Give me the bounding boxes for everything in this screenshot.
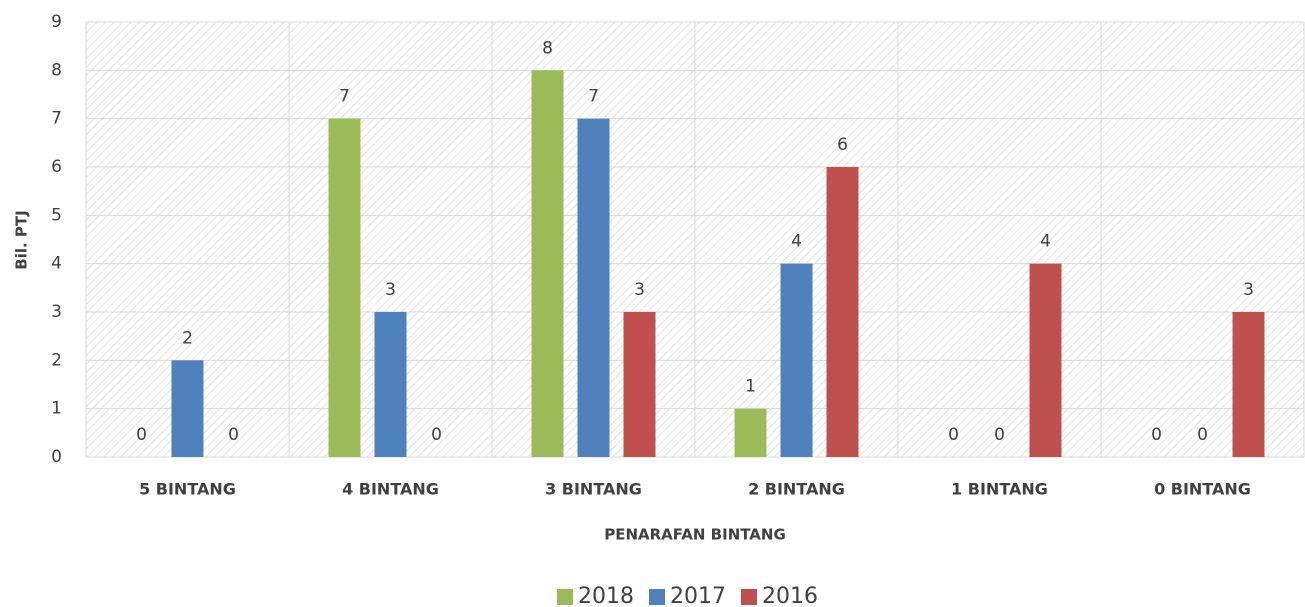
bar	[577, 118, 610, 458]
bar	[826, 167, 859, 457]
y-axis-title: Bil. PTJ	[13, 210, 31, 269]
data-label: 4	[791, 232, 802, 252]
data-label: 0	[1197, 425, 1208, 445]
y-tick-label: 3	[51, 302, 62, 322]
x-tick-label: 1 BINTANG	[951, 480, 1048, 499]
y-tick-label: 4	[51, 254, 62, 274]
bar	[1029, 263, 1062, 457]
data-label: 0	[228, 425, 239, 445]
data-label: 2	[182, 328, 193, 348]
bar	[531, 70, 564, 457]
bar	[171, 360, 204, 457]
legend-label: 2018	[578, 584, 634, 607]
data-label: 0	[1151, 425, 1162, 445]
data-label: 0	[136, 425, 147, 445]
y-tick-label: 7	[51, 109, 62, 129]
data-label: 8	[542, 38, 553, 58]
legend-swatch	[741, 589, 757, 605]
legend-swatch	[649, 589, 665, 605]
data-label: 0	[431, 425, 442, 445]
y-tick-label: 9	[51, 12, 62, 32]
bar	[328, 118, 361, 458]
data-label: 3	[385, 280, 396, 300]
y-tick-label: 5	[51, 205, 62, 225]
bar	[1232, 312, 1265, 457]
data-label: 1	[745, 377, 756, 397]
legend-label: 2016	[762, 584, 818, 607]
x-tick-label: 2 BINTANG	[748, 480, 845, 499]
y-tick-label: 0	[51, 447, 62, 467]
bar	[623, 312, 656, 457]
y-tick-label: 2	[51, 350, 62, 370]
data-label: 4	[1040, 232, 1051, 252]
x-tick-label: 3 BINTANG	[545, 480, 642, 499]
y-tick-label: 6	[51, 157, 62, 177]
data-label: 6	[837, 135, 848, 155]
bar	[780, 263, 813, 457]
data-label: 3	[634, 280, 645, 300]
data-label: 0	[994, 425, 1005, 445]
data-label: 0	[948, 425, 959, 445]
data-label: 7	[588, 87, 599, 107]
legend-swatch	[557, 589, 573, 605]
legend-label: 2017	[670, 584, 726, 607]
data-label: 3	[1243, 280, 1254, 300]
x-tick-label: 0 BINTANG	[1154, 480, 1251, 499]
data-label: 7	[339, 87, 350, 107]
x-tick-label: 4 BINTANG	[342, 480, 439, 499]
bar	[374, 312, 407, 457]
x-tick-label: 5 BINTANG	[139, 480, 236, 499]
x-axis-title: PENARAFAN BINTANG	[604, 526, 786, 544]
bar	[734, 408, 767, 457]
y-tick-label: 8	[51, 60, 62, 80]
y-tick-label: 1	[51, 399, 62, 419]
